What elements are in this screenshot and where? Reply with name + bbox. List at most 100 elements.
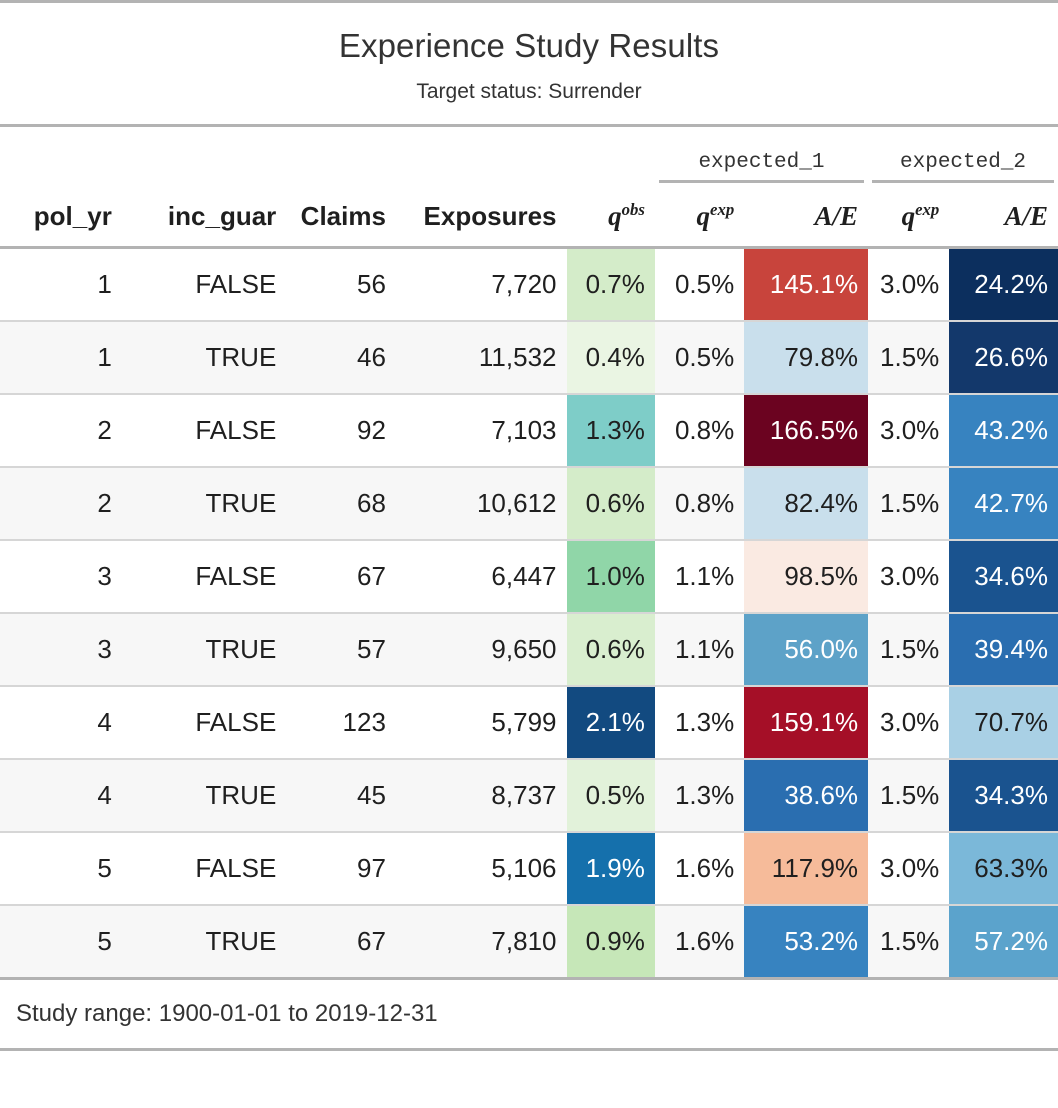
cell-q-exp-1: 1.6% bbox=[654, 903, 745, 977]
cell-inc-guar: TRUE bbox=[121, 465, 287, 540]
col-header-ae-2[interactable]: A/E bbox=[949, 182, 1058, 249]
cell-q-exp-1: 0.8% bbox=[654, 465, 745, 540]
cell-q-obs: 0.4% bbox=[566, 319, 655, 394]
cell-q-obs: 0.6% bbox=[566, 465, 655, 540]
spanner-rule-expected-1 bbox=[658, 179, 865, 183]
cell-q-exp-1: 0.5% bbox=[674, 268, 735, 299]
table-row: 4 TRUE 45 8,737 0.5% 1.3% 38.6% 1.5% 34.3% bbox=[0, 757, 1058, 832]
cell-ae-1: 56.0% bbox=[744, 611, 869, 686]
cell-inc-guar: TRUE bbox=[121, 611, 287, 686]
cell-ae-1: 98.5% bbox=[744, 538, 869, 613]
spanner-label-expected-2: expected_2 bbox=[900, 150, 1027, 174]
col-header-q-exp-2-sup: exp bbox=[915, 199, 940, 219]
cell-pol-yr: 2 bbox=[0, 392, 122, 467]
cell-q-exp-2: 3.0% bbox=[868, 392, 950, 467]
col-header-inc-guar[interactable]: inc_guar bbox=[121, 182, 287, 249]
cell-inc-guar: FALSE bbox=[121, 684, 287, 759]
cell-exposures: 7,810 bbox=[395, 903, 567, 977]
cell-pol-yr: 1 bbox=[97, 268, 112, 299]
cell-pol-yr: 3 bbox=[0, 611, 122, 686]
cell-q-exp-1: 1.6% bbox=[654, 830, 745, 905]
cell-inc-guar: TRUE bbox=[121, 757, 287, 832]
col-header-q-obs[interactable]: qobs bbox=[566, 182, 655, 249]
table-row: 3 TRUE 57 9,650 0.6% 1.1% 56.0% 1.5% 39.4% bbox=[0, 611, 1058, 686]
cell-claims: 56 bbox=[357, 268, 386, 299]
cell-q-obs: 0.6% bbox=[566, 611, 655, 686]
col-header-q-exp-2[interactable]: qexp bbox=[868, 182, 950, 249]
cell-exposures: 11,532 bbox=[395, 319, 567, 394]
cell-q-obs: 2.1% bbox=[566, 684, 655, 759]
cell-q-exp-1: 0.8% bbox=[654, 392, 745, 467]
table-row: 1 FALSE 56 7,720 0.7% 0.5% 145.1% 3.0% 24.2% bbox=[0, 247, 1058, 321]
col-header-ae-1[interactable]: A/E bbox=[744, 182, 869, 249]
cell-claims: 97 bbox=[286, 830, 396, 905]
cell-claims: 67 bbox=[286, 538, 396, 613]
cell-q-exp-1: 1.3% bbox=[654, 684, 745, 759]
table-row: 5 FALSE 97 5,106 1.9% 1.6% 117.9% 3.0% 63.3% bbox=[0, 830, 1058, 905]
cell-ae-2: 42.7% bbox=[949, 465, 1058, 540]
spanner-rule-expected-2 bbox=[872, 179, 1054, 183]
col-header-q-obs-sup: obs bbox=[621, 199, 645, 219]
experience-study-table: Experience Study Results Target status: … bbox=[0, 0, 1058, 1051]
cell-inc-guar: FALSE bbox=[121, 392, 287, 467]
cell-exposures: 6,447 bbox=[395, 538, 567, 613]
col-header-q-exp-1-base: q bbox=[696, 200, 711, 231]
spanner-label-expected-1: expected_1 bbox=[698, 150, 825, 174]
col-header-exposures[interactable]: Exposures bbox=[395, 182, 567, 249]
spanner-row: expected_1 expected_2 bbox=[0, 126, 1058, 183]
table-row: 1 TRUE 46 11,532 0.4% 0.5% 79.8% 1.5% 26.6% bbox=[0, 319, 1058, 394]
cell-inc-guar: FALSE bbox=[121, 538, 287, 613]
table-heading: Experience Study Results Target status: … bbox=[0, 3, 1058, 127]
table-head: expected_1 expected_2 pol_yr inc_guar Cl… bbox=[0, 126, 1058, 249]
col-header-q-exp-2-base: q bbox=[901, 200, 916, 231]
cell-exposures: 5,106 bbox=[395, 830, 567, 905]
col-header-q-exp-1[interactable]: qexp bbox=[654, 182, 745, 249]
cell-pol-yr: 5 bbox=[0, 903, 122, 977]
table-row: 2 FALSE 92 7,103 1.3% 0.8% 166.5% 3.0% 43.2% bbox=[0, 392, 1058, 467]
cell-ae-1: 145.1% bbox=[744, 247, 869, 321]
cell-q-exp-1: 1.3% bbox=[654, 757, 745, 832]
cell-exposures: 7,103 bbox=[395, 392, 567, 467]
cell-exposures: 5,799 bbox=[395, 684, 567, 759]
cell-claims: 57 bbox=[286, 611, 396, 686]
col-header-q-obs-base: q bbox=[608, 200, 622, 231]
col-header-pol-yr[interactable]: pol_yr bbox=[0, 182, 122, 249]
cell-q-exp-2: 3.0% bbox=[868, 538, 950, 613]
cell-ae-1: 166.5% bbox=[744, 392, 869, 467]
cell-pol-yr: 2 bbox=[0, 465, 122, 540]
cell-ae-1: 79.8% bbox=[744, 319, 869, 394]
cell-q-obs: 1.0% bbox=[566, 538, 655, 613]
cell-inc-guar: FALSE bbox=[121, 830, 287, 905]
table-row: 5 TRUE 67 7,810 0.9% 1.6% 53.2% 1.5% 57.2% bbox=[0, 903, 1058, 977]
col-header-claims[interactable]: Claims bbox=[286, 182, 396, 249]
cell-exposures: 9,650 bbox=[395, 611, 567, 686]
spanner-empty bbox=[0, 126, 655, 183]
cell-exposures: 7,720 bbox=[491, 268, 557, 299]
table-body: 1 FALSE 56 7,720 0.7% 0.5% 145.1% 3.0% 24.2% 1 TRU… bbox=[0, 247, 1058, 977]
cell-inc-guar: TRUE bbox=[121, 903, 287, 977]
cell-ae-2: 57.2% bbox=[949, 903, 1058, 977]
cell-ae-1: 53.2% bbox=[744, 903, 869, 977]
cell-claims: 123 bbox=[286, 684, 396, 759]
cell-ae-1: 38.6% bbox=[744, 757, 869, 832]
cell-ae-2: 70.7% bbox=[949, 684, 1058, 759]
cell-q-exp-1: 1.1% bbox=[654, 611, 745, 686]
cell-pol-yr: 1 bbox=[0, 319, 122, 394]
page-subtitle: Target status: Surrender bbox=[416, 80, 642, 104]
cell-q-obs: 0.9% bbox=[566, 903, 655, 977]
cell-claims: 68 bbox=[286, 465, 396, 540]
table-row: 3 FALSE 67 6,447 1.0% 1.1% 98.5% 3.0% 34.6% bbox=[0, 538, 1058, 613]
cell-ae-2: 39.4% bbox=[949, 611, 1058, 686]
cell-pol-yr: 3 bbox=[0, 538, 122, 613]
cell-ae-1: 159.1% bbox=[744, 684, 869, 759]
cell-q-exp-2: 3.0% bbox=[880, 268, 940, 299]
page-title: Experience Study Results bbox=[338, 27, 720, 64]
col-header-ae-2-label: A/E bbox=[1004, 200, 1048, 231]
cell-ae-2: 43.2% bbox=[949, 392, 1058, 467]
cell-q-exp-1: 0.5% bbox=[654, 319, 745, 394]
cell-ae-2: 26.6% bbox=[949, 319, 1058, 394]
cell-q-exp-2: 1.5% bbox=[868, 611, 950, 686]
cell-q-obs: 1.3% bbox=[566, 392, 655, 467]
cell-q-exp-2: 1.5% bbox=[868, 319, 950, 394]
cell-q-exp-2: 3.0% bbox=[868, 830, 950, 905]
